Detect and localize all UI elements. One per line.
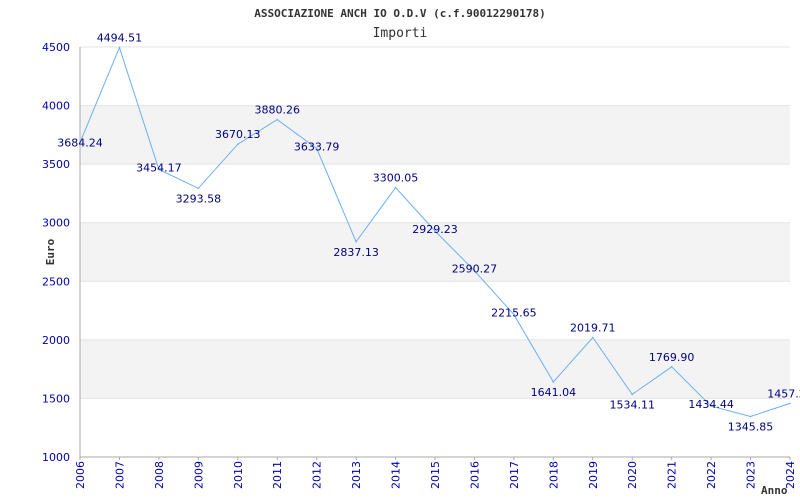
y-tick-label: 4500 bbox=[42, 41, 70, 54]
data-point bbox=[513, 313, 515, 316]
data-point bbox=[473, 269, 476, 272]
grid-band bbox=[80, 339, 790, 399]
x-tick-label: 2007 bbox=[113, 461, 126, 489]
y-tick-label: 3000 bbox=[42, 217, 70, 230]
y-tick-label: 2500 bbox=[42, 275, 70, 288]
x-tick-label: 2016 bbox=[468, 461, 481, 489]
grid-band bbox=[80, 222, 790, 282]
y-tick-label: 1000 bbox=[42, 451, 70, 464]
data-point bbox=[355, 240, 357, 243]
y-axis-label: Euro bbox=[44, 238, 57, 265]
data-point bbox=[591, 336, 594, 339]
data-label: 2590.27 bbox=[452, 263, 498, 276]
x-tick-label: 2020 bbox=[626, 461, 639, 489]
y-tick-labels: 1000 1500 2000 2500 3000 3500 4000 4500 bbox=[42, 41, 70, 464]
y-tick-label: 1500 bbox=[42, 392, 70, 405]
data-point bbox=[276, 118, 279, 121]
x-tick-label: 2023 bbox=[745, 461, 758, 489]
x-tick-label: 2015 bbox=[429, 461, 442, 489]
x-tick-label: 2019 bbox=[587, 461, 600, 489]
data-point bbox=[710, 405, 712, 407]
x-tick-label: 2017 bbox=[508, 461, 521, 489]
data-point bbox=[789, 402, 791, 405]
grid-bands bbox=[80, 105, 790, 399]
x-tick-label: 2012 bbox=[311, 461, 324, 489]
y-tick-label: 3500 bbox=[42, 158, 70, 171]
data-label: 2215.65 bbox=[491, 307, 537, 320]
data-label: 3880.26 bbox=[254, 104, 300, 117]
data-point bbox=[118, 46, 121, 49]
chart-title: ASSOCIAZIONE ANCH IO O.D.V (c.f.90012290… bbox=[254, 7, 545, 20]
data-label: 3454.17 bbox=[136, 162, 182, 175]
series-euro bbox=[79, 46, 791, 418]
data-point bbox=[236, 143, 239, 146]
x-tick-label: 2014 bbox=[390, 461, 403, 489]
data-label: 1769.90 bbox=[649, 351, 695, 364]
data-label: 2019.71 bbox=[570, 322, 616, 335]
x-tick-label: 2021 bbox=[666, 461, 679, 489]
data-point bbox=[670, 366, 673, 368]
x-tick-label: 2024 bbox=[784, 461, 797, 489]
data-point bbox=[197, 187, 200, 190]
x-tick-labels: 2006 2007 2008 2009 2010 2011 2012 2013 2014 2015… bbox=[74, 457, 797, 489]
data-label: 1345.85 bbox=[728, 420, 774, 433]
data-label: 1534.11 bbox=[609, 398, 655, 411]
data-label: 2929.23 bbox=[412, 223, 458, 236]
data-label: 1434.44 bbox=[688, 398, 734, 411]
x-tick-label: 2006 bbox=[74, 461, 87, 489]
x-tick-label: 2011 bbox=[271, 461, 284, 489]
x-tick-label: 2022 bbox=[705, 461, 718, 489]
data-label: 3300.05 bbox=[373, 172, 419, 185]
y-tick-label: 2000 bbox=[42, 334, 70, 347]
data-label: 3684.24 bbox=[57, 137, 103, 150]
x-tick-label: 2018 bbox=[547, 461, 560, 489]
data-point bbox=[631, 393, 634, 396]
data-point bbox=[79, 141, 81, 144]
data-label: 3633.79 bbox=[294, 140, 340, 153]
x-tick-label: 2008 bbox=[153, 461, 166, 489]
data-label: 3293.58 bbox=[176, 192, 222, 205]
data-label: 4494.51 bbox=[97, 32, 143, 45]
data-label: 1457.20 bbox=[767, 387, 800, 400]
y-tick-label: 4000 bbox=[42, 100, 70, 113]
x-tick-label: 2010 bbox=[232, 461, 245, 489]
data-point bbox=[749, 415, 752, 418]
data-label: 1641.04 bbox=[531, 386, 577, 399]
x-tick-label: 2013 bbox=[350, 461, 363, 489]
data-labels: 3684.24 4494.51 3454.17 3293.58 3670.13 3880.… bbox=[57, 32, 800, 434]
x-tick-label: 2009 bbox=[192, 461, 205, 489]
chart-subtitle: Importi bbox=[373, 26, 428, 41]
data-point bbox=[158, 168, 160, 171]
grid-band bbox=[80, 105, 790, 165]
data-point bbox=[552, 381, 555, 383]
data-point bbox=[394, 186, 397, 189]
data-label: 3670.13 bbox=[215, 128, 261, 141]
data-point bbox=[315, 147, 318, 150]
data-point bbox=[434, 230, 436, 232]
x-axis-label: Anno bbox=[761, 484, 788, 497]
data-label: 2837.13 bbox=[333, 246, 379, 259]
